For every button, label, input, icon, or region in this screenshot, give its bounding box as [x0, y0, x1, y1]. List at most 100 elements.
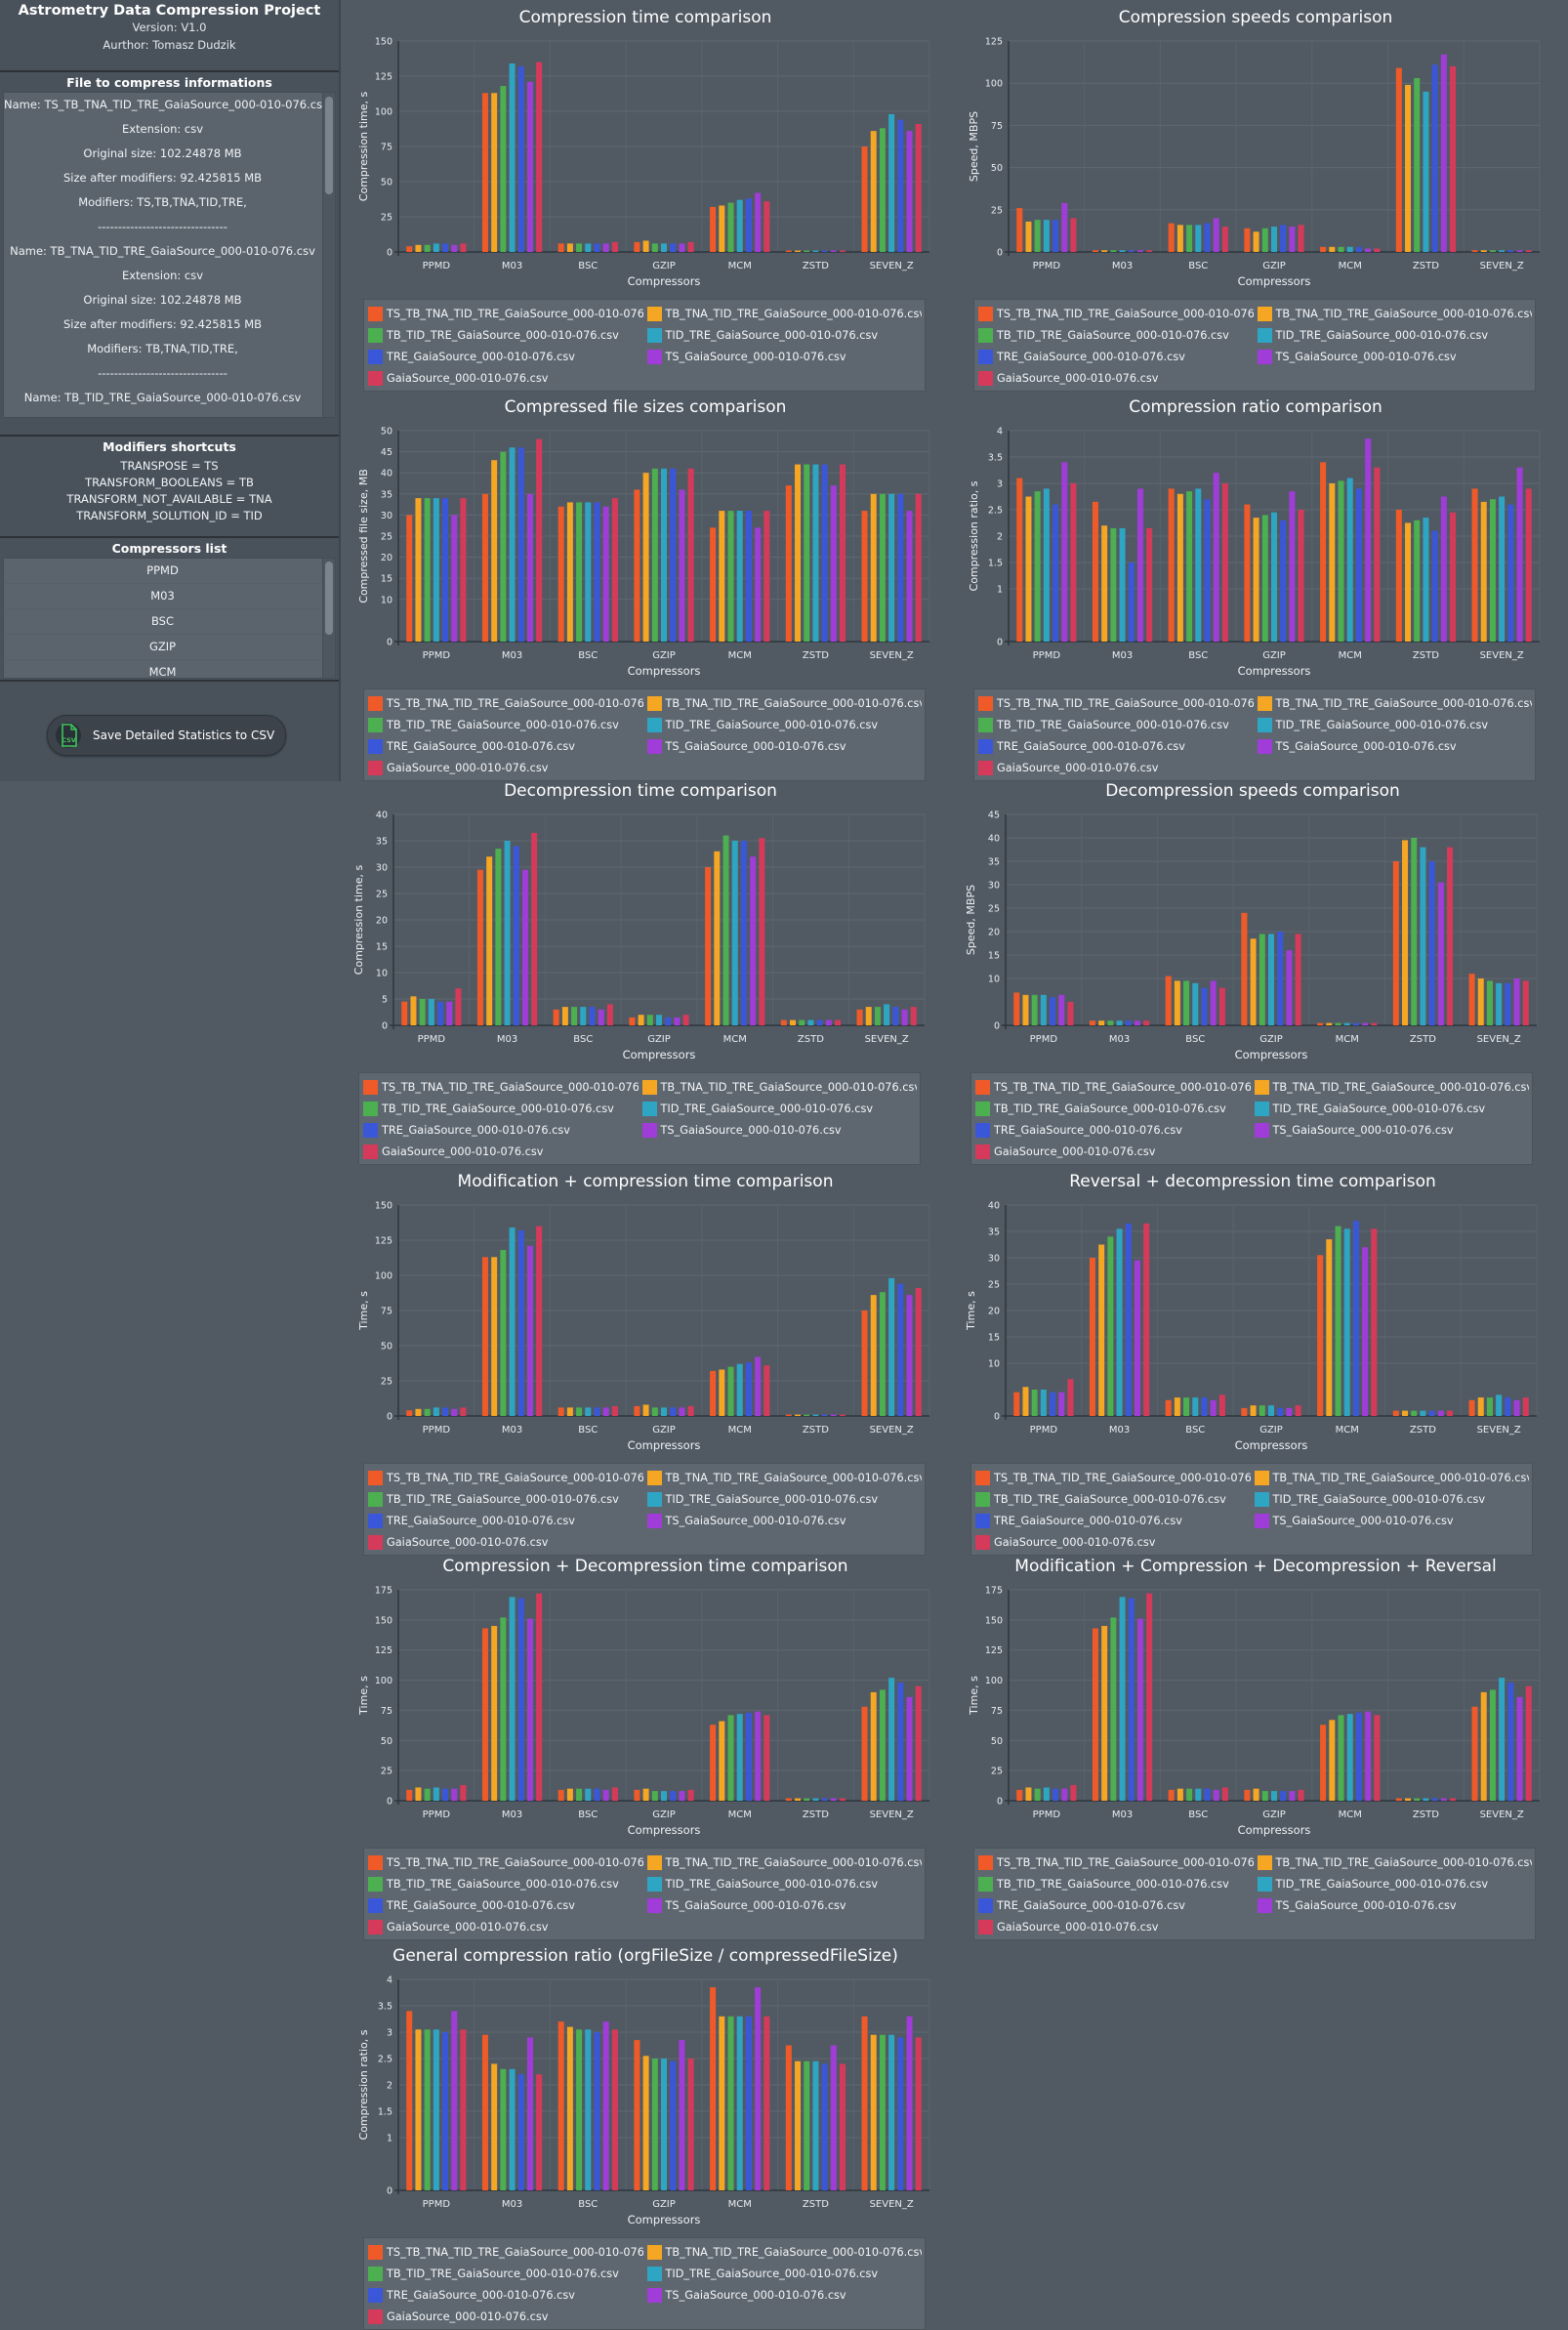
bar — [1089, 1258, 1095, 1416]
bar — [745, 198, 752, 252]
bar — [915, 1287, 922, 1416]
legend-label: TS_TB_TNA_TID_TRE_GaiaSource_000-010-076… — [997, 1855, 1254, 1869]
bar — [1428, 861, 1435, 1025]
legend-label: TID_TRE_GaiaSource_000-010-076.csv — [1272, 1102, 1486, 1115]
legend-label: TS_TB_TNA_TID_TRE_GaiaSource_000-010-076… — [994, 1080, 1251, 1094]
bar — [830, 1798, 837, 1801]
csv-icon-text: CSV — [62, 736, 76, 744]
x-tick-label: GZIP — [652, 1425, 676, 1435]
bar — [656, 1015, 662, 1025]
bar — [679, 243, 685, 252]
bar — [1505, 1397, 1511, 1416]
bar — [491, 460, 498, 642]
bar — [1489, 499, 1496, 642]
bar — [1125, 1020, 1132, 1025]
legend-label: TS_TB_TNA_TID_TRE_GaiaSource_000-010-076… — [994, 1471, 1251, 1484]
bar — [812, 250, 819, 252]
bar — [687, 2059, 694, 2190]
legend-swatch — [1254, 1122, 1269, 1138]
chart-rev-decompression-time: Reversal + decompression time comparison… — [959, 1172, 1547, 1556]
bar — [585, 2029, 592, 2190]
modifier-shortcut: TRANSFORM_NOT_AVAILABLE = TNA — [66, 492, 272, 506]
chart-legend: TS_TB_TNA_TID_TRE_GaiaSource_000-010-076… — [363, 1463, 926, 1556]
file-info-list[interactable]: Name: TS_TB_TNA_TID_TRE_GaiaSource_000-0… — [3, 92, 336, 418]
bar — [1295, 1405, 1301, 1416]
bar — [1213, 218, 1219, 252]
bar — [1110, 527, 1117, 642]
legend-item: TID_TRE_GaiaSource_000-010-076.csv — [1254, 1098, 1530, 1119]
compressors-scroll-thumb[interactable] — [325, 562, 333, 635]
bar — [874, 1007, 881, 1025]
legend-label: TB_TNA_TID_TRE_GaiaSource_000-010-076.cs… — [1275, 1855, 1533, 1869]
bar — [1016, 478, 1023, 642]
compressor-item[interactable]: M03 — [4, 584, 321, 609]
compressors-list[interactable]: PPMD M03 BSC GZIP MCM — [3, 558, 336, 679]
bar — [1067, 1002, 1074, 1025]
bar — [1480, 501, 1487, 642]
legend-item: GaiaSource_000-010-076.csv — [975, 1531, 1251, 1553]
bar — [755, 1356, 762, 1416]
legend-swatch — [975, 1534, 990, 1550]
bar — [892, 1007, 899, 1025]
legend-swatch — [646, 2287, 662, 2303]
modifier-shortcut: TRANSFORM_BOOLEANS = TB — [85, 476, 254, 489]
legend-swatch — [646, 738, 662, 754]
chart-mod-comp-decomp-rev: Modification + Compression + Decompressi… — [962, 1557, 1549, 1940]
file-info-line: Name: TB_TID_TRE_GaiaSource_000-010-076.… — [23, 391, 302, 404]
file-info-scrollbar[interactable] — [322, 93, 335, 417]
y-axis-label: Time, s — [965, 1291, 977, 1331]
bar — [1244, 1789, 1251, 1801]
save-statistics-button[interactable]: CSV Save Detailed Statistics to CSV — [47, 715, 286, 756]
bar — [424, 244, 431, 252]
y-tick-label: 30 — [988, 881, 1000, 892]
bar — [566, 2026, 573, 2190]
compressor-item[interactable]: BSC — [4, 609, 321, 635]
legend-item: GaiaSource_000-010-076.csv — [368, 367, 643, 389]
legend-swatch — [363, 1079, 378, 1095]
bar — [509, 1597, 516, 1801]
y-axis-label: Compression ratio, s — [357, 2029, 370, 2140]
bar — [634, 1405, 640, 1416]
chart-title: Decompression speeds comparison — [1105, 781, 1400, 801]
x-tick-label: PPMD — [418, 1034, 446, 1045]
bar — [651, 243, 658, 252]
bar — [1025, 1787, 1032, 1801]
bar — [1320, 462, 1327, 642]
bar — [1031, 1390, 1038, 1416]
compressor-item[interactable]: MCM — [4, 660, 321, 678]
legend-item: TB_TID_TRE_GaiaSource_000-010-076.csv — [363, 1098, 639, 1119]
x-tick-label: M03 — [1112, 1810, 1133, 1820]
y-tick-label: 25 — [991, 205, 1003, 216]
y-tick-label: 15 — [381, 574, 392, 585]
bar — [1420, 847, 1426, 1025]
y-axis-label: Compression ratio, s — [968, 480, 980, 591]
compressor-item[interactable]: GZIP — [4, 635, 321, 660]
bar — [1343, 1022, 1350, 1025]
file-info-scroll-thumb[interactable] — [325, 97, 333, 194]
compressors-scrollbar[interactable] — [322, 559, 335, 678]
bar — [1119, 527, 1126, 642]
bar — [1280, 520, 1287, 642]
bar — [1176, 1788, 1183, 1801]
legend-item: TID_TRE_GaiaSource_000-010-076.csv — [1254, 1488, 1530, 1510]
legend-swatch — [975, 1079, 990, 1095]
bar — [1070, 483, 1077, 642]
bar — [1110, 250, 1117, 252]
y-tick-label: 45 — [988, 811, 1000, 821]
legend-swatch — [368, 695, 383, 711]
bar — [406, 1789, 413, 1801]
x-tick-label: SEVEN_Z — [870, 1810, 914, 1820]
bar — [536, 1593, 543, 1801]
bar — [755, 1711, 762, 1801]
bar — [719, 511, 725, 642]
x-tick-label: MCM — [728, 650, 752, 661]
bar — [1052, 504, 1059, 642]
y-axis-label: Time, s — [968, 1676, 980, 1716]
bar — [1050, 1392, 1056, 1416]
legend-item: TB_TID_TRE_GaiaSource_000-010-076.csv — [978, 324, 1254, 346]
compressor-item[interactable]: PPMD — [4, 559, 321, 584]
bar — [897, 1283, 904, 1416]
legend-label: TRE_GaiaSource_000-010-076.csv — [994, 1123, 1182, 1137]
x-tick-label: MCM — [1339, 1810, 1362, 1820]
bar — [1195, 225, 1202, 252]
